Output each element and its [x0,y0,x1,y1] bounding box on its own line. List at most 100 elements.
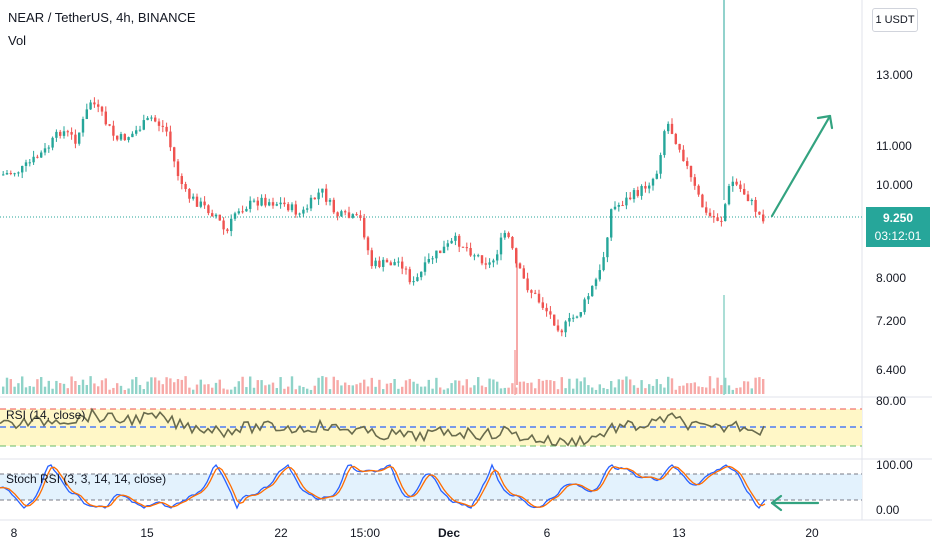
candle[interactable] [693,177,696,186]
candle[interactable] [93,102,96,105]
candle[interactable] [420,271,423,278]
candle[interactable] [188,189,191,199]
candle[interactable] [237,211,240,214]
candle[interactable] [716,217,719,221]
candle[interactable] [268,202,271,206]
candle[interactable] [522,268,525,279]
candle[interactable] [17,172,20,174]
candle[interactable] [9,172,12,174]
candle[interactable] [47,147,50,149]
candle[interactable] [549,311,552,315]
candle[interactable] [298,213,301,215]
candle[interactable] [59,131,62,136]
candle[interactable] [328,199,332,202]
candle[interactable] [135,130,138,134]
candle[interactable] [526,278,529,291]
candle[interactable] [230,218,233,232]
candle[interactable] [568,317,571,322]
symbol-title[interactable]: NEAR / TetherUS, 4h, BINANCE [8,10,196,25]
candle[interactable] [469,248,472,256]
candle[interactable] [211,213,214,217]
candle[interactable] [317,192,320,200]
candle[interactable] [378,260,381,267]
candle[interactable] [154,117,157,122]
candle[interactable] [150,117,153,119]
candle[interactable] [708,212,712,217]
candle[interactable] [629,197,632,200]
candle[interactable] [112,125,115,136]
candle[interactable] [591,285,594,297]
candle[interactable] [712,216,715,218]
candle[interactable] [119,134,123,140]
candle[interactable] [13,173,16,175]
candle[interactable] [104,111,107,125]
candle[interactable] [36,156,39,158]
annotation-left-arrow[interactable] [770,494,820,512]
candle[interactable] [446,243,449,247]
candle[interactable] [43,148,47,153]
candle[interactable] [142,120,145,130]
candle[interactable] [530,290,533,293]
candle[interactable] [659,155,662,174]
candle[interactable] [28,162,31,164]
candle[interactable] [176,161,180,177]
candle[interactable] [553,314,556,326]
candle[interactable] [294,204,297,215]
candle[interactable] [355,214,358,216]
candle[interactable] [78,132,81,144]
candle[interactable] [473,255,476,257]
candle[interactable] [518,263,522,269]
candle[interactable] [397,261,400,263]
candle[interactable] [309,197,313,209]
candle[interactable] [306,208,309,210]
candle[interactable] [393,262,396,266]
candle[interactable] [564,321,567,333]
candle[interactable] [359,215,362,218]
candle[interactable] [735,181,738,185]
candle[interactable] [195,196,199,207]
candle[interactable] [2,174,5,176]
candle[interactable] [226,229,229,232]
candle[interactable] [374,260,377,267]
candle[interactable] [613,206,617,210]
candle[interactable] [610,209,613,238]
candle[interactable] [667,123,670,132]
candle[interactable] [492,260,495,263]
candle[interactable] [123,134,126,141]
candle[interactable] [439,250,442,254]
candle[interactable] [754,199,757,212]
candle[interactable] [55,131,58,138]
candle[interactable] [739,184,742,189]
candle[interactable] [157,121,161,126]
candle[interactable] [503,232,506,238]
candle[interactable] [663,131,666,156]
stoch-rsi-label[interactable]: Stoch RSI (3, 3, 14, 14, close) [6,472,167,486]
currency-unit-button[interactable]: 1 USDT [872,8,918,32]
candle[interactable] [488,262,491,265]
candle[interactable] [51,137,54,148]
candle[interactable] [750,199,753,202]
candle[interactable] [682,149,685,162]
rsi-label[interactable]: RSI (14, close) [6,408,86,422]
candle[interactable] [541,302,544,308]
candle[interactable] [351,214,354,218]
candle[interactable] [97,104,100,107]
candle[interactable] [724,204,727,221]
candle[interactable] [325,188,328,202]
candle[interactable] [762,214,765,222]
candle[interactable] [336,212,339,217]
candle[interactable] [271,202,275,206]
candle[interactable] [431,258,434,260]
candle[interactable] [233,213,237,219]
candle[interactable] [5,172,9,175]
candle[interactable] [556,325,560,331]
candle[interactable] [617,205,620,207]
candle[interactable] [621,205,624,207]
volume-label[interactable]: Vol [8,33,27,48]
candle[interactable] [85,109,88,120]
candle[interactable] [340,211,343,217]
candle[interactable] [511,237,514,249]
candle[interactable] [477,255,480,257]
candlesticks[interactable] [2,0,765,385]
candle[interactable] [89,102,92,110]
